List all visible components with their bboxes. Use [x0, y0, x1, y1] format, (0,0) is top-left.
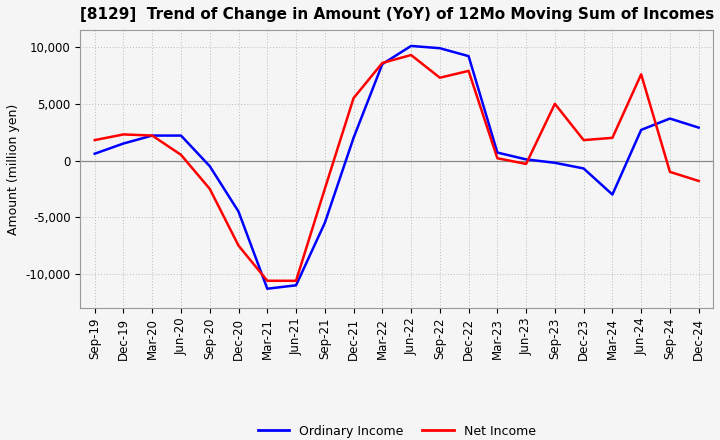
Ordinary Income: [148, 133, 156, 138]
Net Income: [378, 60, 387, 66]
Ordinary Income: [176, 133, 185, 138]
Ordinary Income: [436, 46, 444, 51]
Ordinary Income: [551, 160, 559, 165]
Line: Net Income: Net Income: [95, 55, 698, 281]
Ordinary Income: [234, 209, 243, 214]
Net Income: [436, 75, 444, 81]
Line: Ordinary Income: Ordinary Income: [95, 46, 698, 289]
Net Income: [608, 135, 617, 140]
Net Income: [91, 137, 99, 143]
Ordinary Income: [694, 125, 703, 130]
Ordinary Income: [464, 54, 473, 59]
Net Income: [694, 178, 703, 183]
Net Income: [234, 243, 243, 248]
Ordinary Income: [91, 151, 99, 156]
Ordinary Income: [349, 135, 358, 140]
Ordinary Income: [608, 192, 617, 197]
Net Income: [493, 156, 502, 161]
Net Income: [176, 152, 185, 158]
Net Income: [148, 133, 156, 138]
Title: [8129]  Trend of Change in Amount (YoY) of 12Mo Moving Sum of Incomes: [8129] Trend of Change in Amount (YoY) o…: [80, 7, 714, 22]
Net Income: [292, 278, 300, 283]
Ordinary Income: [580, 166, 588, 171]
Ordinary Income: [493, 150, 502, 155]
Ordinary Income: [378, 62, 387, 67]
Ordinary Income: [522, 157, 531, 162]
Ordinary Income: [636, 127, 645, 132]
Net Income: [349, 95, 358, 101]
Net Income: [636, 72, 645, 77]
Ordinary Income: [263, 286, 271, 291]
Ordinary Income: [407, 43, 415, 48]
Net Income: [263, 278, 271, 283]
Net Income: [464, 68, 473, 73]
Net Income: [120, 132, 128, 137]
Net Income: [320, 186, 329, 191]
Net Income: [205, 186, 214, 191]
Ordinary Income: [320, 220, 329, 226]
Y-axis label: Amount (million yen): Amount (million yen): [7, 103, 20, 235]
Net Income: [522, 161, 531, 167]
Ordinary Income: [292, 282, 300, 288]
Legend: Ordinary Income, Net Income: Ordinary Income, Net Income: [253, 420, 541, 440]
Ordinary Income: [120, 141, 128, 146]
Net Income: [580, 137, 588, 143]
Ordinary Income: [205, 164, 214, 169]
Net Income: [665, 169, 674, 175]
Ordinary Income: [665, 116, 674, 121]
Net Income: [407, 52, 415, 58]
Net Income: [551, 101, 559, 106]
